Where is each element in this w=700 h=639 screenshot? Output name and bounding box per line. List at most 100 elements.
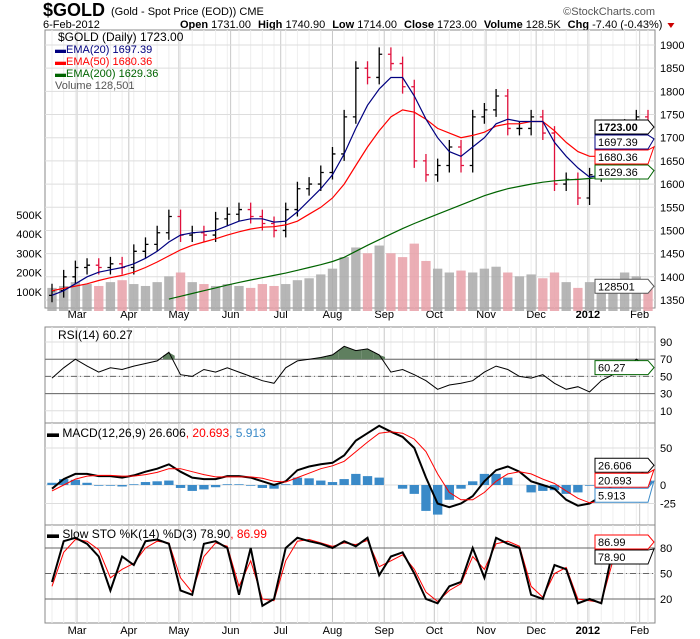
macd-line xyxy=(51,424,649,509)
price-bar xyxy=(528,109,535,136)
volume-bar xyxy=(432,268,443,311)
price-bar xyxy=(469,109,476,173)
price-bar xyxy=(364,61,371,85)
volume-tick: 100K xyxy=(16,287,42,299)
stat-open: Open 1731.00 xyxy=(180,19,251,31)
macd-tick: -25 xyxy=(660,499,676,511)
price-tick: 1700 xyxy=(660,133,684,145)
month-label: Oct xyxy=(426,309,443,321)
volume-bar xyxy=(503,272,513,311)
macd-histogram-bar xyxy=(210,485,221,488)
macd-histogram-bar xyxy=(245,485,256,486)
month-label: May xyxy=(168,309,189,321)
price-bar xyxy=(224,207,231,226)
price-tick: 1550 xyxy=(660,202,684,214)
macd-tag-box xyxy=(594,457,655,473)
macd-histogram-bar xyxy=(82,482,92,485)
price-bar xyxy=(352,61,359,124)
sto-label: ▬ Slow STO %K(14) %D(3) 78.90, 86.99 xyxy=(47,527,267,541)
macd-histogram-bar xyxy=(292,477,303,485)
rsi-tick: 50 xyxy=(660,371,672,383)
macd-histogram-bar xyxy=(105,485,116,486)
volume-bar xyxy=(129,284,139,311)
volume-bar xyxy=(468,272,478,311)
macd-histogram-bar xyxy=(503,477,513,485)
month-label: 2012 xyxy=(576,309,600,321)
legend-volume: Volume 128,501 xyxy=(55,80,135,92)
ema200-line xyxy=(168,169,649,300)
macd-histogram-bar xyxy=(409,485,419,494)
volume-bar xyxy=(596,284,606,311)
rsi-tick: 10 xyxy=(660,406,672,418)
price-bar xyxy=(422,153,429,182)
macd-histogram-bar xyxy=(584,485,595,486)
volume-bar xyxy=(397,257,408,311)
price-panel xyxy=(44,29,656,309)
price-bar xyxy=(294,181,301,217)
macd-histogram-bar xyxy=(140,482,151,485)
volume-bar xyxy=(491,266,501,311)
macd-histogram-bar xyxy=(397,485,408,489)
rsi-overbought-fill xyxy=(350,348,362,360)
rsi-tick: 90 xyxy=(660,337,672,349)
rsi-panel xyxy=(44,326,656,424)
volume-bar xyxy=(386,253,396,311)
price-bar xyxy=(387,47,394,71)
price-bar xyxy=(84,258,91,275)
sto-tick: 50 xyxy=(660,569,672,581)
symbol: $GOLD xyxy=(43,0,105,20)
macd-histogram-bar xyxy=(47,482,57,485)
month-label: Jul xyxy=(274,309,288,321)
price-bar xyxy=(72,260,79,284)
sto-k-line xyxy=(51,536,649,608)
close-tag-box xyxy=(594,119,655,135)
volume-tick: 200K xyxy=(16,268,42,280)
stat-close: Close 1723.00 xyxy=(404,19,477,31)
macd-signal-tag-box xyxy=(594,468,655,488)
macd-histogram-bar xyxy=(222,484,232,485)
macd-histogram-bar xyxy=(339,479,349,485)
volume-bar xyxy=(245,287,256,311)
chg-down-arrow-icon xyxy=(667,23,675,28)
stat-low: Low 1714.00 xyxy=(332,19,397,31)
ema200-tag: 1629.36 xyxy=(598,167,638,179)
month-label: Sep xyxy=(374,309,394,321)
price-bar xyxy=(481,102,488,124)
sto-k-tag-box xyxy=(594,548,655,565)
ema20-tag: 1697.39 xyxy=(598,137,638,149)
ema50-line xyxy=(51,109,649,292)
macd-histogram-bar xyxy=(187,485,197,491)
price-bar xyxy=(142,237,149,259)
price-tick: 1750 xyxy=(660,110,684,122)
volume-tick: 500K xyxy=(16,210,42,222)
price-bar xyxy=(212,211,219,243)
price-bar xyxy=(165,209,172,240)
macd-histogram-bar xyxy=(479,473,490,485)
price-tick: 1600 xyxy=(660,179,684,191)
volume-bar xyxy=(573,287,583,311)
macd-histogram-bar xyxy=(549,485,560,491)
quote-date: 6-Feb-2012 xyxy=(43,19,100,31)
macd-histogram-bar xyxy=(129,484,139,485)
month-label: Aug xyxy=(323,625,343,637)
macd-panel xyxy=(44,422,656,526)
month-label: Mar xyxy=(68,309,87,321)
price-bar xyxy=(200,225,207,243)
volume-tick: 400K xyxy=(16,229,42,241)
macd-histogram-bar xyxy=(94,485,104,486)
macd-histogram-bar xyxy=(573,485,583,493)
macd-hist-tag: 5.913 xyxy=(598,490,626,502)
sto-tick: 80 xyxy=(660,543,672,555)
ema200-tag-box xyxy=(594,164,655,180)
month-label: Nov xyxy=(476,625,496,637)
legend-ema200: ▬EMA(200) 1629.36 xyxy=(55,68,158,80)
month-label: Feb xyxy=(630,309,649,321)
rsi-tag-box xyxy=(594,360,655,376)
price-bar xyxy=(107,256,114,275)
volume-bar xyxy=(304,278,314,311)
price-bar xyxy=(586,167,593,205)
volume-bar xyxy=(549,272,560,311)
rsi-label: RSI(14) 60.27 xyxy=(58,328,133,342)
macd-histogram-bar xyxy=(199,485,209,490)
price-tick: 1850 xyxy=(660,63,684,75)
